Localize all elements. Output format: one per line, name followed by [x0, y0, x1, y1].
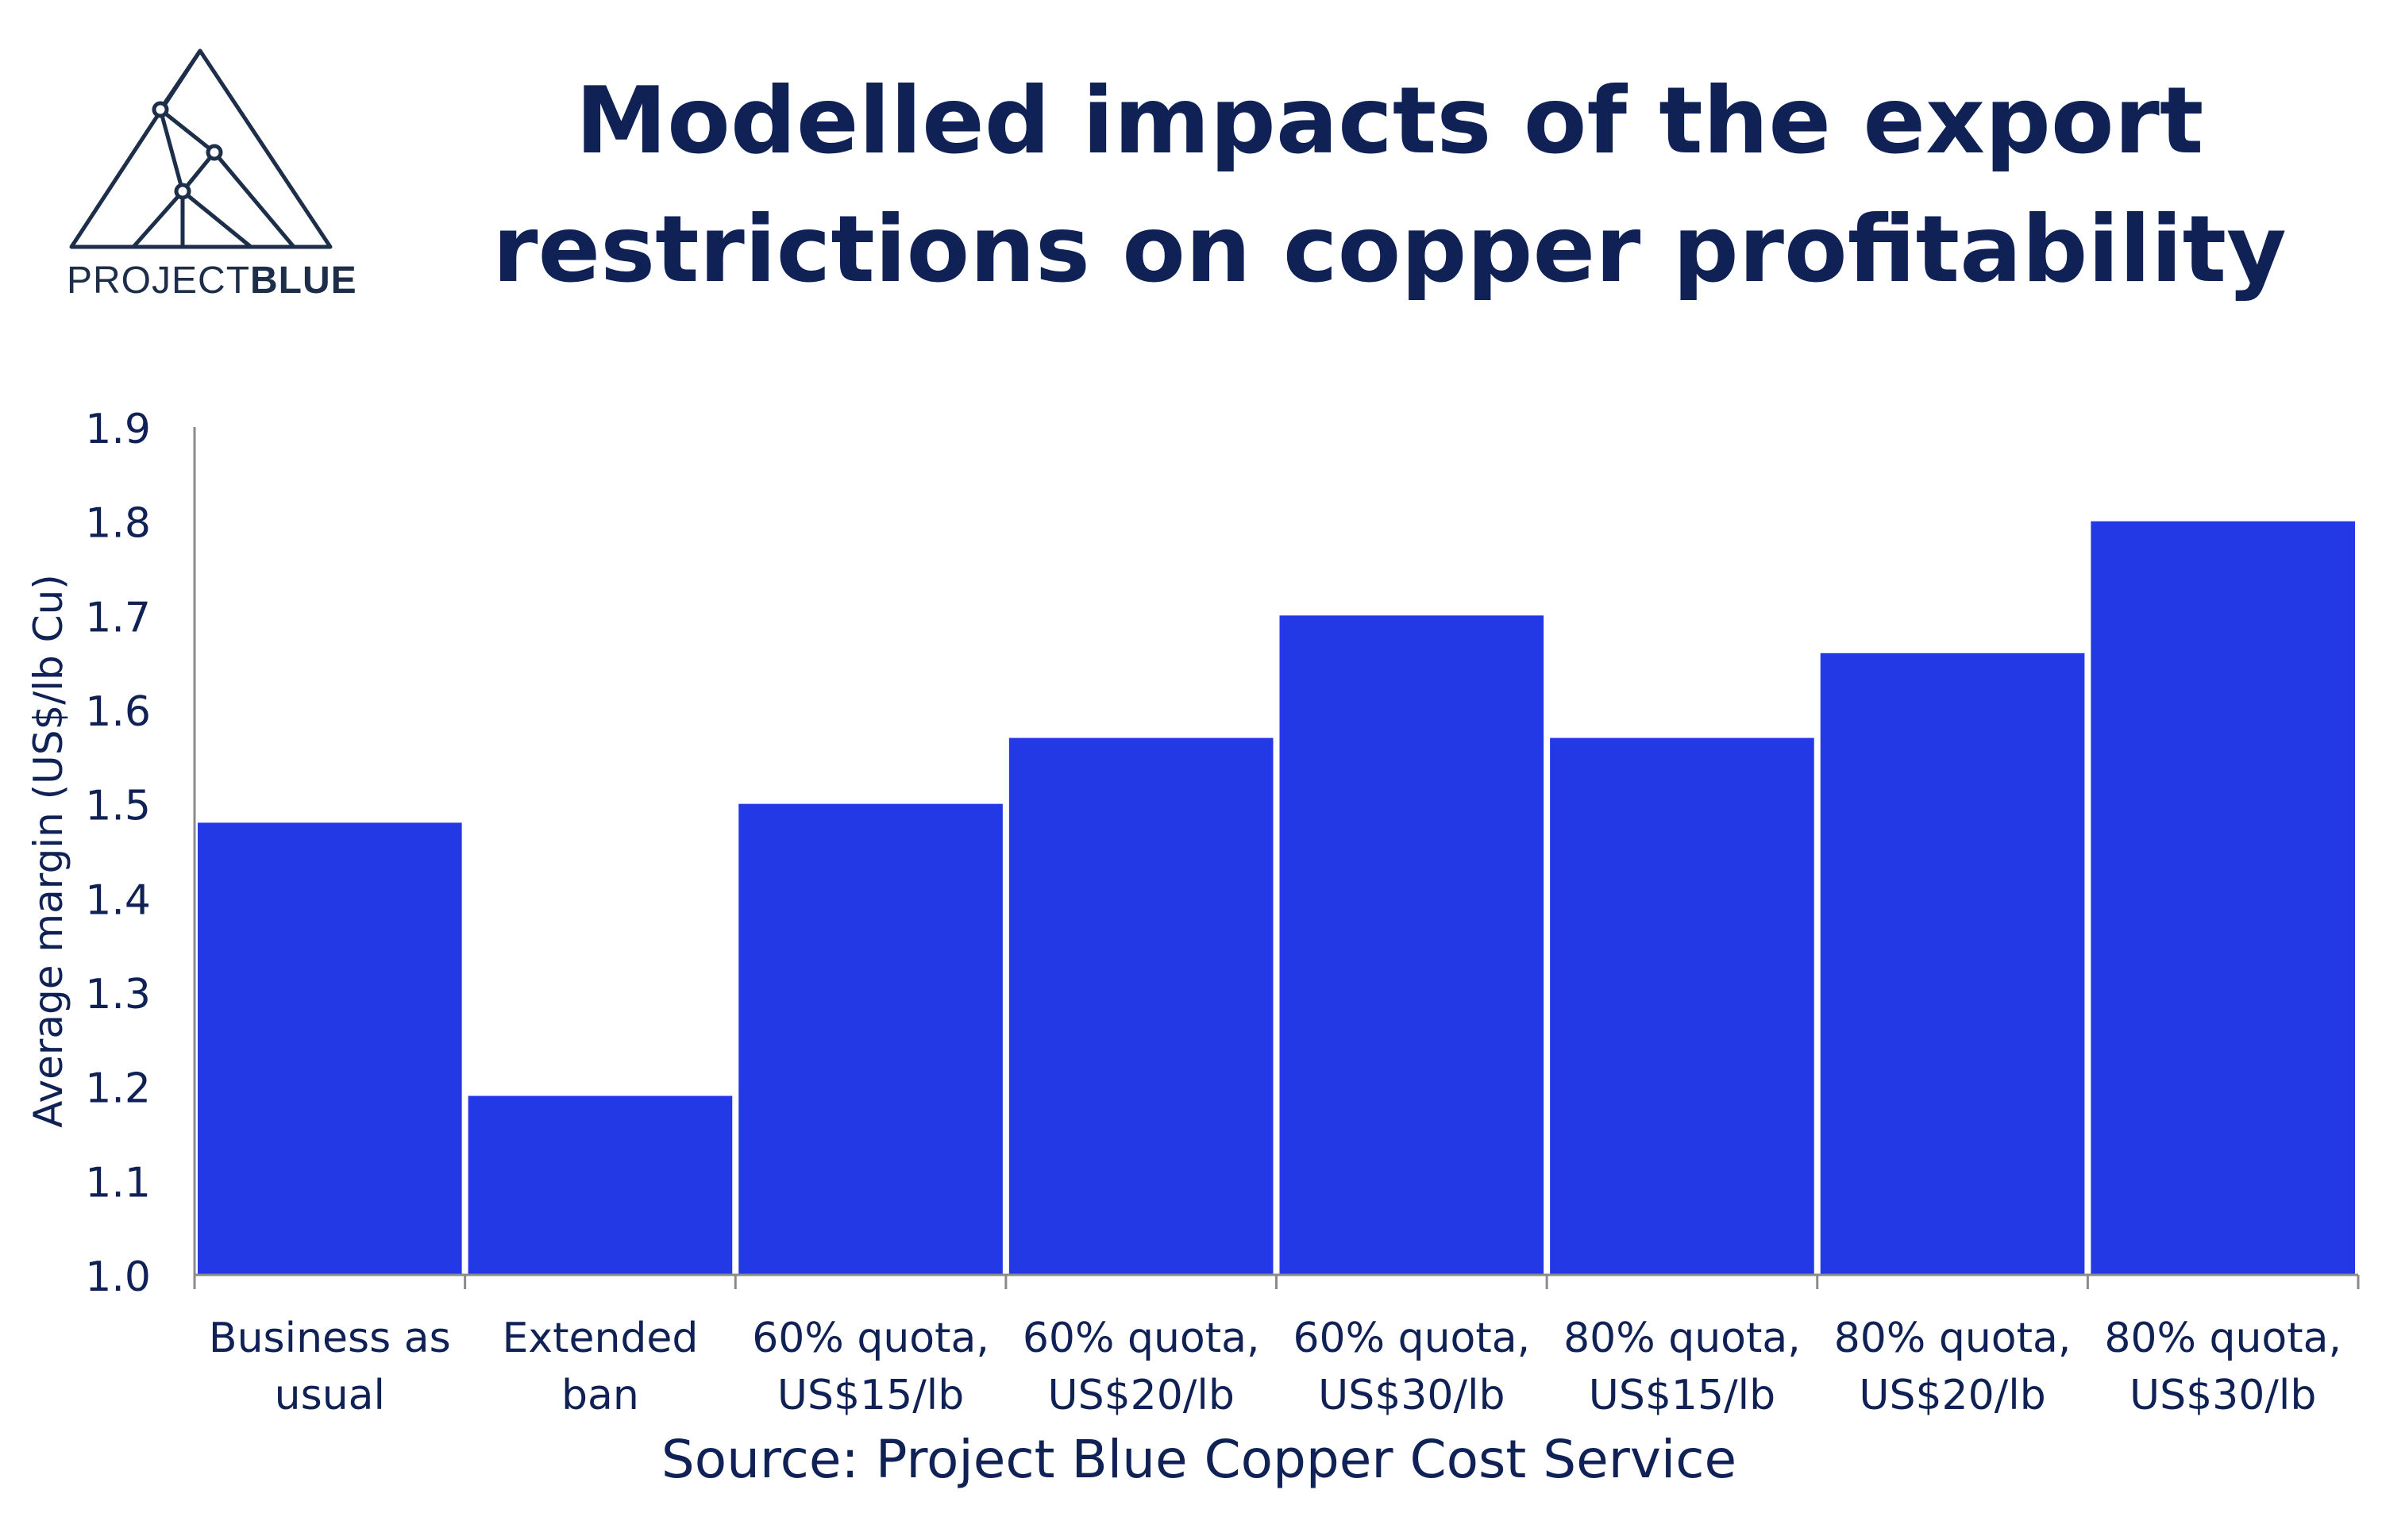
bar [1008, 737, 1274, 1275]
x-tick-label: ban [561, 1372, 639, 1419]
y-tick-label: 1.1 [85, 1159, 151, 1207]
bar [1279, 615, 1544, 1275]
y-tick-label: 1.8 [85, 500, 151, 548]
chart-title-line-1: Modelled impacts of the export [575, 67, 2204, 175]
x-tick-label: 80% quota, [2104, 1315, 2342, 1362]
y-tick-label: 1.3 [85, 971, 151, 1018]
x-tick-label: 60% quota, [1023, 1315, 1260, 1362]
x-tick-label: US$15/lb [777, 1372, 964, 1419]
y-tick-label: 1.4 [85, 876, 151, 924]
y-tick-label: 1.5 [85, 783, 151, 830]
x-tick-label: US$20/lb [1048, 1372, 1235, 1419]
x-tick-label: US$15/lb [1589, 1372, 1775, 1419]
x-tick-label: 80% quota, [1834, 1315, 2072, 1362]
bar [468, 1095, 733, 1275]
y-tick-label: 1.0 [85, 1253, 151, 1301]
bar [198, 822, 462, 1275]
chart-title: Modelled impacts of the export restricti… [445, 57, 2334, 314]
chart-title-line-2: restrictions on copper profitability [492, 196, 2287, 303]
logo-text-bold: BLUE [250, 260, 357, 302]
y-axis-title: Average margin (US$/lb Cu) [25, 574, 71, 1128]
y-tick-label: 1.7 [85, 594, 151, 641]
x-tick-label: usual [275, 1372, 385, 1419]
x-tick-label: 80% quota, [1563, 1315, 1801, 1362]
x-tick-label: US$30/lb [1318, 1372, 1505, 1419]
x-tick-label: 60% quota, [752, 1315, 989, 1362]
x-tick-label: 60% quota, [1293, 1315, 1530, 1362]
project-blue-logo: PROJECTBLUE [64, 44, 357, 314]
source-note: Source: Project Blue Copper Cost Service [661, 1429, 1737, 1490]
y-tick-label: 1.6 [85, 688, 151, 736]
y-tick-label: 1.9 [85, 406, 151, 453]
bar [2091, 521, 2355, 1275]
triangle-network-icon [69, 48, 333, 249]
logo-wordmark: PROJECTBLUE [67, 259, 357, 302]
x-tick-label: US$20/lb [1859, 1372, 2045, 1419]
bar [1820, 653, 2085, 1275]
x-tick-label: US$30/lb [2130, 1372, 2316, 1419]
x-tick-label: Extended [502, 1315, 698, 1362]
y-tick-label: 1.2 [85, 1065, 151, 1113]
logo-text-light: PROJECT [67, 260, 251, 302]
bar [738, 803, 1003, 1275]
bar [1550, 737, 1814, 1275]
x-tick-label: Business as [209, 1315, 451, 1362]
